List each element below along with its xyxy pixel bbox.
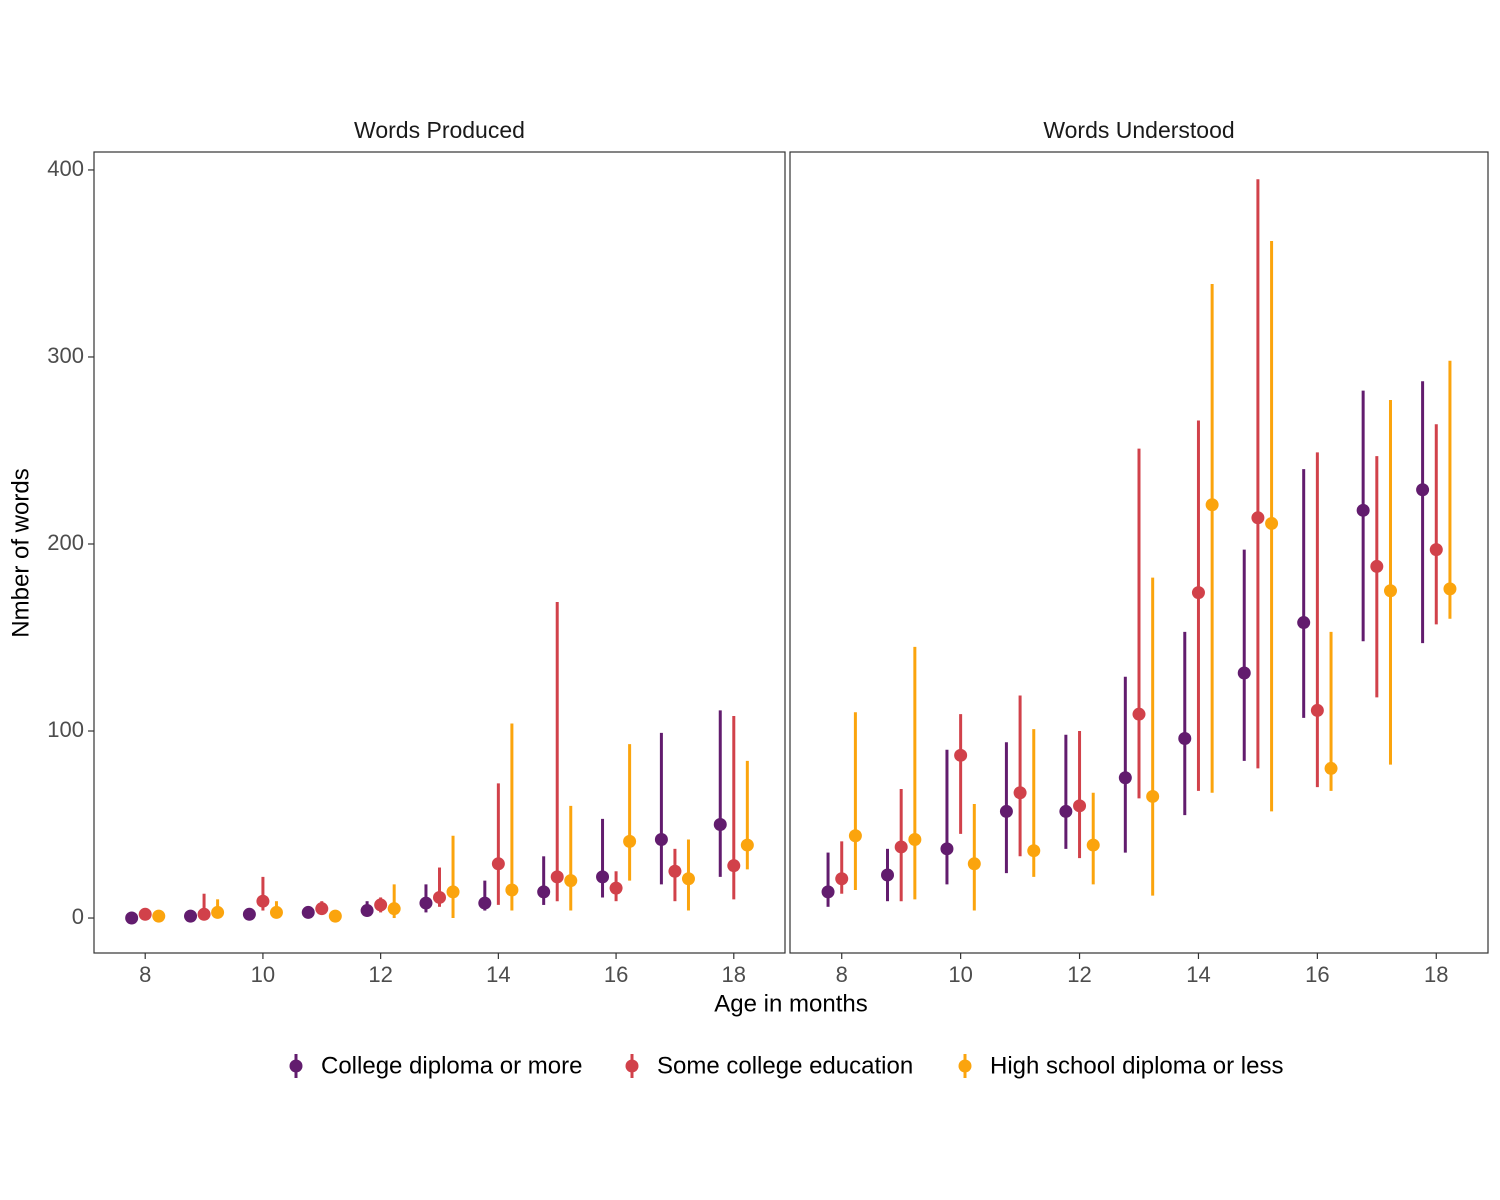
point <box>1356 503 1370 517</box>
x-tick-label: 18 <box>1424 962 1448 987</box>
legend-key <box>958 1059 972 1073</box>
legend-label: College diploma or more <box>321 1052 582 1079</box>
point <box>301 905 315 919</box>
point <box>1118 771 1132 785</box>
point <box>1073 799 1087 813</box>
point <box>1146 789 1160 803</box>
x-tick-label: 10 <box>948 962 972 987</box>
point <box>727 859 741 873</box>
point <box>609 881 623 895</box>
point <box>908 832 922 846</box>
point <box>152 909 166 923</box>
legend-key <box>625 1059 639 1073</box>
point <box>419 896 433 910</box>
panel-border <box>789 151 1489 954</box>
point <box>433 890 446 904</box>
legend-label: High school diploma or less <box>990 1052 1283 1079</box>
x-tick-label: 14 <box>486 962 510 987</box>
point <box>740 838 754 852</box>
point <box>848 829 862 843</box>
x-axis-title: Age in months <box>714 990 867 1017</box>
point <box>256 894 270 908</box>
point <box>1429 543 1443 557</box>
point <box>1086 838 1100 852</box>
x-tick-label: 16 <box>604 962 628 987</box>
point <box>360 904 374 918</box>
point <box>940 842 954 856</box>
y-tick-label: 300 <box>47 343 84 368</box>
point <box>1416 483 1430 497</box>
point <box>1027 844 1041 858</box>
point <box>1383 584 1397 598</box>
y-tick-label: 200 <box>47 530 84 555</box>
point <box>1324 761 1338 775</box>
x-tick-label: 12 <box>368 962 392 987</box>
point <box>505 883 519 897</box>
point <box>478 896 492 910</box>
point <box>491 857 505 871</box>
x-tick-label: 14 <box>1186 962 1210 987</box>
point <box>713 818 727 832</box>
y-tick-label: 100 <box>47 717 84 742</box>
point <box>1265 516 1279 530</box>
legend-label: Some college education <box>657 1052 913 1079</box>
point <box>374 898 388 912</box>
x-tick-label: 16 <box>1305 962 1329 987</box>
x-tick-label: 18 <box>722 962 746 987</box>
point <box>654 832 668 846</box>
x-tick-label: 8 <box>139 962 151 987</box>
point <box>1132 707 1146 721</box>
point <box>1237 666 1251 680</box>
point <box>1178 731 1192 745</box>
point <box>125 911 139 925</box>
point <box>967 857 981 871</box>
point <box>1251 511 1265 525</box>
point <box>184 909 198 923</box>
point <box>550 870 564 884</box>
legend-key <box>289 1059 303 1073</box>
point <box>1013 786 1027 800</box>
point <box>681 872 695 886</box>
x-tick-label: 10 <box>251 962 275 987</box>
point <box>446 885 460 899</box>
point <box>1191 586 1205 600</box>
point <box>211 905 225 919</box>
x-tick-label: 8 <box>836 962 848 987</box>
point <box>197 907 211 921</box>
point <box>596 870 610 884</box>
point <box>894 840 908 854</box>
point <box>999 804 1013 818</box>
point <box>1443 582 1457 596</box>
point <box>269 905 283 919</box>
strip-title: Words Understood <box>1043 117 1234 143</box>
point <box>537 885 551 899</box>
panel-border <box>93 151 786 954</box>
point <box>1059 804 1073 818</box>
point <box>328 909 342 923</box>
point <box>821 885 835 899</box>
point <box>315 902 329 916</box>
y-axis-title: Nmber of words <box>7 468 34 637</box>
point <box>564 874 578 888</box>
point <box>387 902 401 916</box>
point <box>1297 616 1311 630</box>
y-tick-label: 400 <box>47 156 84 181</box>
y-tick-label: 0 <box>72 904 84 929</box>
point <box>623 834 637 848</box>
point <box>1205 498 1219 512</box>
point <box>242 907 256 921</box>
point <box>835 872 849 886</box>
point <box>954 748 968 762</box>
strip-title: Words Produced <box>354 117 525 143</box>
point <box>668 864 682 878</box>
point <box>881 868 895 882</box>
x-tick-label: 12 <box>1067 962 1091 987</box>
point <box>1310 703 1324 717</box>
point <box>138 907 152 921</box>
point <box>1370 559 1384 573</box>
